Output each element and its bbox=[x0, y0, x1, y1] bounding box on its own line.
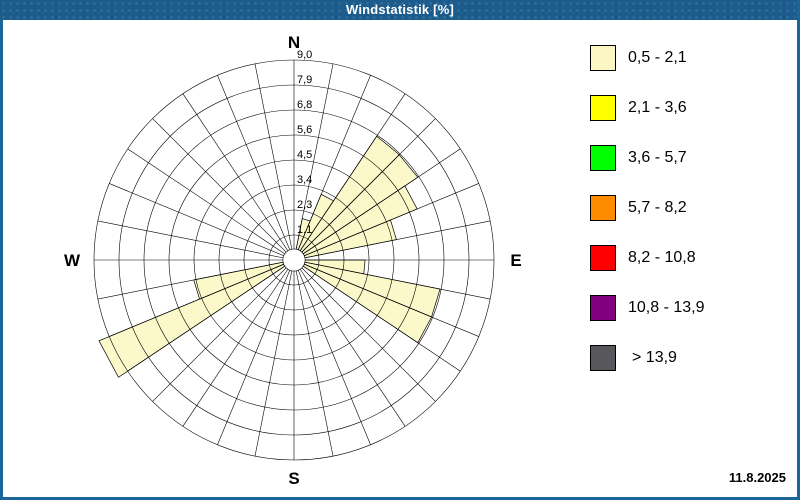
svg-text:4,5: 4,5 bbox=[297, 149, 312, 161]
svg-text:N: N bbox=[288, 33, 300, 52]
svg-text:5,6: 5,6 bbox=[297, 124, 312, 136]
svg-text:3,4: 3,4 bbox=[297, 174, 312, 186]
svg-text:W: W bbox=[64, 251, 81, 270]
svg-text:7,9: 7,9 bbox=[297, 74, 312, 86]
svg-text:2,3: 2,3 bbox=[297, 199, 312, 211]
svg-text:1,1: 1,1 bbox=[297, 224, 312, 236]
svg-text:E: E bbox=[510, 251, 521, 270]
svg-text:6,8: 6,8 bbox=[297, 99, 312, 111]
svg-text:S: S bbox=[288, 469, 299, 488]
